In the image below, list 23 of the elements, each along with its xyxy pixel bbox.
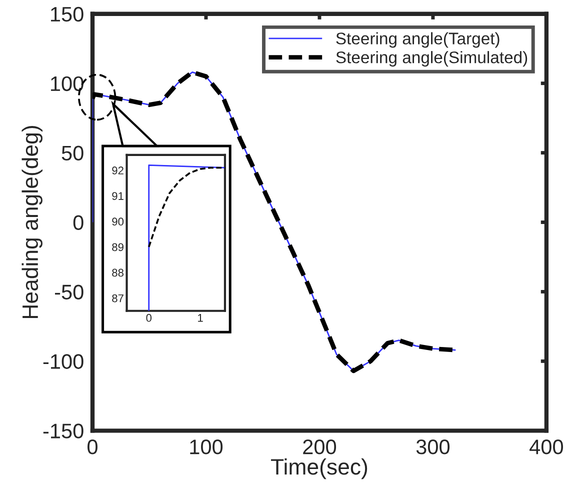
y-tick-label: 150 bbox=[51, 6, 84, 22]
y-tick-label: 87 bbox=[112, 294, 124, 302]
y-axis-title: Heading angle(deg) bbox=[22, 126, 42, 318]
y-tick-label: -100 bbox=[43, 354, 84, 369]
x-tick-label: 300 bbox=[416, 440, 450, 454]
y-tick-label: 0 bbox=[73, 215, 84, 230]
y-tick-label: 90 bbox=[112, 218, 124, 226]
y-tick-label: -150 bbox=[43, 424, 84, 438]
y-tick-label: 92 bbox=[112, 166, 124, 174]
x-tick-label: 1 bbox=[198, 314, 203, 322]
y-tick-label: 88 bbox=[112, 268, 124, 277]
y-tick-label: 100 bbox=[51, 76, 84, 92]
y-tick-label: 50 bbox=[62, 146, 84, 161]
x-tick-label: 100 bbox=[190, 440, 223, 454]
y-tick-label: -50 bbox=[54, 284, 84, 300]
y-tick-label: 91 bbox=[112, 192, 124, 200]
x-axis-title: Time(sec) bbox=[271, 458, 368, 480]
x-tick-label: 200 bbox=[303, 440, 336, 454]
x-tick-label: 0 bbox=[88, 440, 98, 454]
x-tick-label: 400 bbox=[530, 440, 564, 454]
legend-label: Steering angle(Target) bbox=[336, 32, 500, 48]
legend-label: Steering angle(Simulated) bbox=[336, 51, 528, 67]
y-tick-label: 89 bbox=[112, 243, 124, 252]
